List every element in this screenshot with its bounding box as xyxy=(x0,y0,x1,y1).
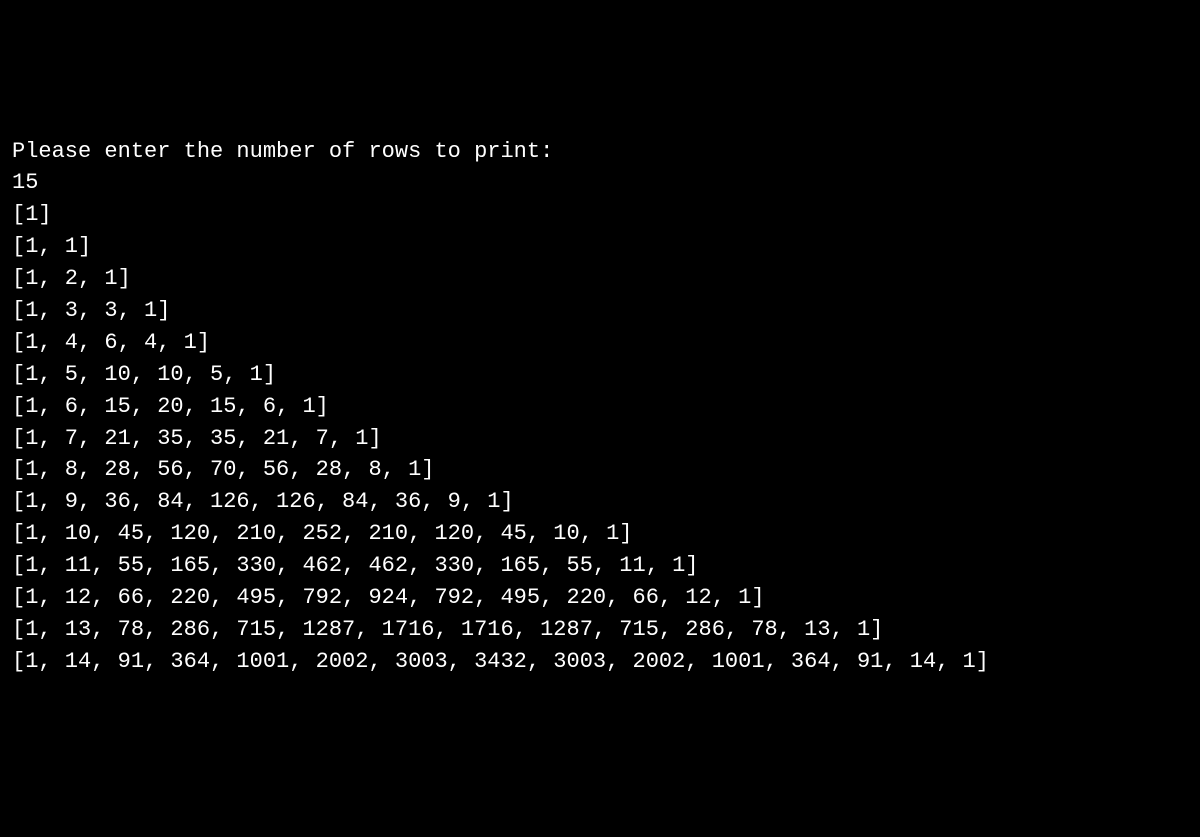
terminal-output-line: [1, 1] xyxy=(12,231,1188,263)
terminal-input: 15 xyxy=(12,167,1188,199)
terminal-output-line: [1, 10, 45, 120, 210, 252, 210, 120, 45,… xyxy=(12,518,1188,550)
terminal-output-line: [1] xyxy=(12,199,1188,231)
terminal-output-line: [1, 13, 78, 286, 715, 1287, 1716, 1716, … xyxy=(12,614,1188,646)
terminal-output-line: [1, 12, 66, 220, 495, 792, 924, 792, 495… xyxy=(12,582,1188,614)
terminal-output-line: [1, 4, 6, 4, 1] xyxy=(12,327,1188,359)
terminal-output-line: [1, 11, 55, 165, 330, 462, 462, 330, 165… xyxy=(12,550,1188,582)
terminal-output-line: [1, 14, 91, 364, 1001, 2002, 3003, 3432,… xyxy=(12,646,1188,678)
terminal-output-line: [1, 3, 3, 1] xyxy=(12,295,1188,327)
terminal-output-line: [1, 9, 36, 84, 126, 126, 84, 36, 9, 1] xyxy=(12,486,1188,518)
terminal-prompt: Please enter the number of rows to print… xyxy=(12,136,1188,168)
terminal-output-line: [1, 2, 1] xyxy=(12,263,1188,295)
terminal-output-line: [1, 6, 15, 20, 15, 6, 1] xyxy=(12,391,1188,423)
terminal-output-line: [1, 8, 28, 56, 70, 56, 28, 8, 1] xyxy=(12,454,1188,486)
terminal-output-line: [1, 7, 21, 35, 35, 21, 7, 1] xyxy=(12,423,1188,455)
terminal-output-line: [1, 5, 10, 10, 5, 1] xyxy=(12,359,1188,391)
